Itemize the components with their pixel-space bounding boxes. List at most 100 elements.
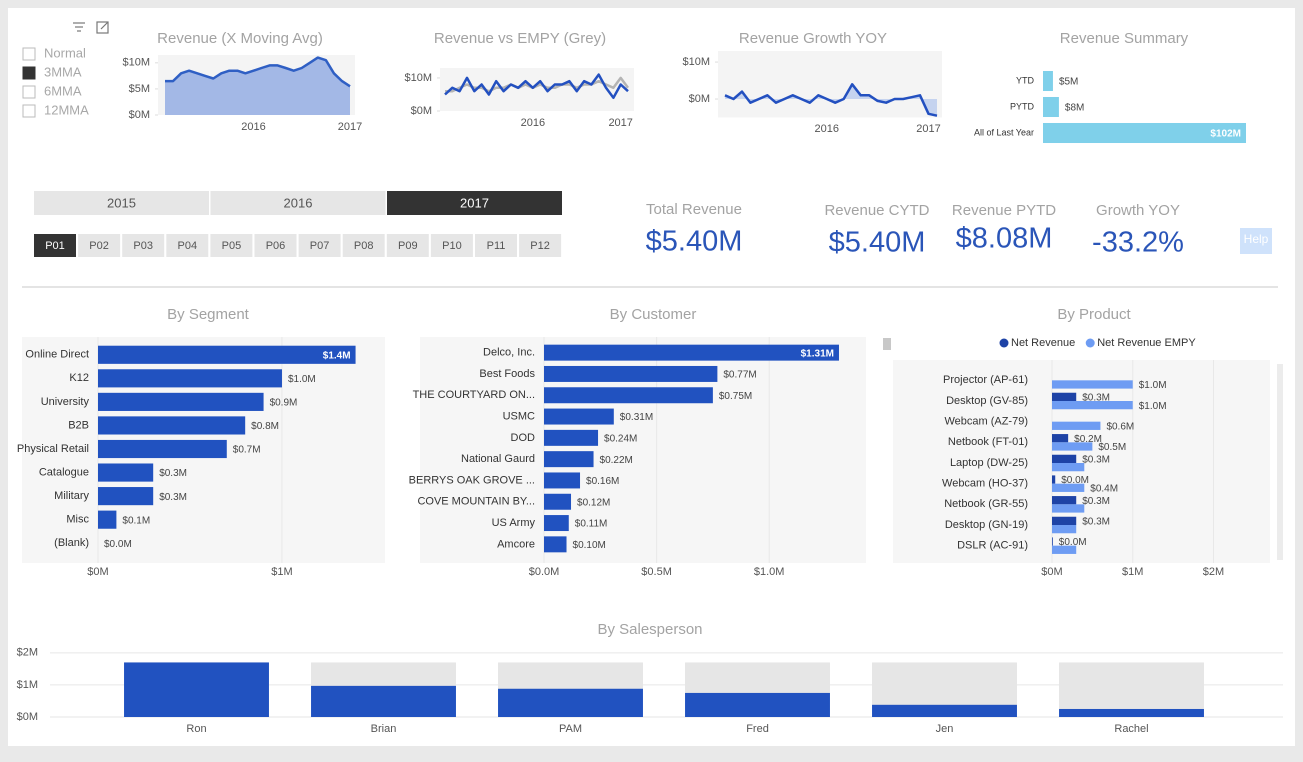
bar [98,487,154,506]
y-tick-label: $0M [17,711,38,723]
x-tick-label: Rachel [1114,723,1148,735]
period-tab[interactable] [475,234,517,257]
checkbox[interactable] [22,66,36,80]
checkbox[interactable] [22,47,36,61]
period-tab-label[interactable]: P11 [487,240,506,252]
legend-label: Net Revenue [1011,337,1075,349]
chart-title: Revenue vs EMPY (Grey) [434,30,606,47]
category-label: Desktop (GV-85) [946,395,1028,407]
category-label: Webcam (AZ-79) [944,416,1028,428]
period-tab-label[interactable]: P05 [222,240,242,252]
period-tab-label[interactable]: P07 [310,240,330,252]
bar [544,408,614,425]
x-tick-label: $2M [1203,566,1224,578]
period-tab[interactable] [34,234,76,257]
checkbox[interactable] [22,85,36,99]
bar [1052,483,1085,492]
bar [1052,537,1053,546]
category-label: National Gaurd [461,453,535,465]
x-tick-label: PAM [559,723,582,735]
bar [1052,442,1093,451]
x-tick-label: $0.0M [529,566,560,578]
period-tab[interactable] [519,234,562,257]
focus-icon[interactable] [96,21,109,34]
bar [1052,475,1056,484]
value-label: $0.5M [1098,442,1126,453]
kpi-label: Revenue PYTD [952,202,1056,219]
checkbox[interactable] [22,104,36,118]
x-tick-label: 2017 [608,117,632,129]
bar [1052,463,1085,472]
checkbox-label[interactable]: 3MMA [44,64,82,79]
year-tab-label[interactable]: 2016 [284,195,313,210]
period-tab-label[interactable]: P03 [133,240,153,252]
kpi-value: $5.40M [646,226,743,258]
value-label: $0.6M [1106,421,1134,432]
legend-swatch [999,338,1009,348]
value-label: $5M [1059,77,1078,88]
scrollbar[interactable] [883,338,891,350]
value-label: $0.22M [600,455,633,466]
y-tick-label: $0M [411,105,432,117]
period-tab-label[interactable]: P04 [178,240,198,252]
bar [98,510,117,529]
bar [1052,545,1077,554]
bar [544,387,713,404]
value-label: $1.4M [323,350,351,361]
period-tab-label[interactable]: P10 [442,240,462,252]
kpi-label: Revenue CYTD [824,202,929,219]
chart-title: By Salesperson [597,621,702,638]
bar [1059,708,1204,717]
bar [544,472,581,489]
checkbox-label[interactable]: 6MMA [44,83,82,98]
bar [872,704,1017,717]
chart-title: By Product [1057,306,1131,323]
year-tab-label[interactable]: 2015 [107,195,136,210]
period-tab[interactable] [166,234,209,257]
year-tab-label[interactable]: 2017 [460,195,489,210]
period-tab[interactable] [78,234,121,257]
bar [98,439,227,459]
period-tab-label[interactable]: P01 [45,240,65,252]
checkbox-label[interactable]: 12MMA [44,102,89,117]
year-tab[interactable] [210,191,386,215]
period-tab-label[interactable]: P08 [354,240,374,252]
value-label: $0.75M [719,391,752,402]
chart-title: Revenue Summary [1060,30,1189,47]
checkbox-label[interactable]: Normal [44,45,86,60]
value-label: $0.0M [1061,475,1089,486]
period-tab[interactable] [342,234,385,257]
value-label: $0.4M [1090,483,1118,494]
period-tab-label[interactable]: P09 [398,240,418,252]
bar [544,515,569,532]
period-tab[interactable] [298,234,341,257]
period-tab[interactable] [386,234,429,257]
value-label: $0.11M [575,519,608,530]
bar [98,345,356,364]
period-tab[interactable] [122,234,165,257]
category-label: All of Last Year [974,127,1034,137]
filter-icon[interactable] [73,22,85,32]
x-tick-label: $0M [87,566,108,578]
value-label: $1.0M [1139,380,1167,391]
help-button[interactable] [1240,228,1272,254]
x-tick-label: 2016 [521,117,545,129]
period-tab[interactable] [254,234,297,257]
period-tab[interactable] [210,234,253,257]
scrollbar[interactable] [1277,364,1283,560]
period-tab[interactable] [430,234,473,257]
year-tab[interactable] [387,191,562,215]
bar [1043,96,1059,118]
period-tab-label[interactable]: P02 [89,240,109,252]
category-label: Physical Retail [17,443,89,455]
year-tab[interactable] [34,191,209,215]
bar [544,344,839,361]
value-label: $1.0M [288,374,316,385]
category-label: Best Foods [479,368,535,380]
category-label: YTD [1016,75,1035,85]
help-label[interactable]: Help [1244,232,1269,246]
period-tab-label[interactable]: P06 [266,240,286,252]
period-tab-label[interactable]: P12 [530,240,550,252]
y-tick-label: $10M [122,57,150,69]
y-tick-label: $0M [689,93,710,105]
